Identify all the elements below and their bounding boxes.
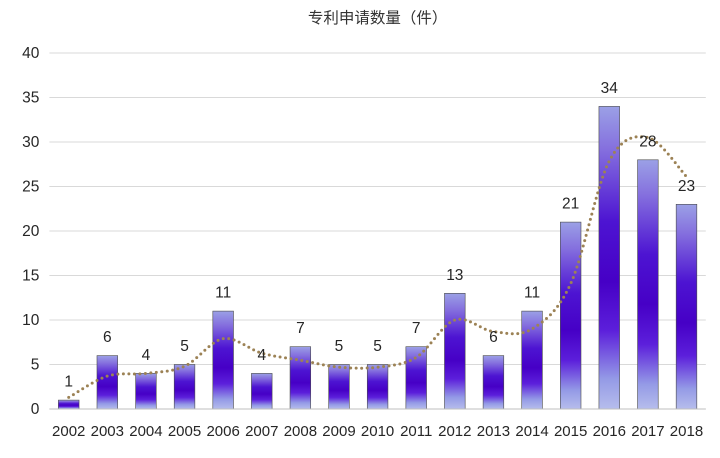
svg-text:2018: 2018 <box>670 423 703 440</box>
svg-text:6: 6 <box>489 329 498 346</box>
svg-text:2007: 2007 <box>245 423 278 440</box>
svg-text:2015: 2015 <box>554 423 587 440</box>
svg-text:2004: 2004 <box>129 423 162 440</box>
svg-text:4: 4 <box>257 347 266 364</box>
svg-text:28: 28 <box>639 133 656 150</box>
svg-text:6: 6 <box>103 329 112 346</box>
svg-text:23: 23 <box>678 178 695 195</box>
svg-text:40: 40 <box>22 45 40 62</box>
svg-text:2005: 2005 <box>168 423 201 440</box>
svg-text:21: 21 <box>562 196 579 213</box>
svg-text:11: 11 <box>524 285 540 302</box>
svg-text:34: 34 <box>601 80 619 97</box>
svg-text:2006: 2006 <box>206 423 239 440</box>
svg-text:2010: 2010 <box>361 423 394 440</box>
svg-text:35: 35 <box>22 90 39 107</box>
svg-text:5: 5 <box>31 357 40 374</box>
svg-text:10: 10 <box>22 312 40 329</box>
svg-text:2013: 2013 <box>477 423 510 440</box>
svg-text:0: 0 <box>31 401 40 418</box>
svg-text:2003: 2003 <box>91 423 124 440</box>
svg-text:2016: 2016 <box>593 423 626 440</box>
svg-text:11: 11 <box>215 285 231 302</box>
svg-text:7: 7 <box>296 320 305 337</box>
svg-text:2012: 2012 <box>438 423 471 440</box>
svg-text:25: 25 <box>22 179 39 196</box>
svg-text:2011: 2011 <box>400 423 432 440</box>
svg-text:2008: 2008 <box>284 423 317 440</box>
svg-text:2014: 2014 <box>515 423 548 440</box>
svg-text:专利申请数量（件）: 专利申请数量（件） <box>308 6 448 28</box>
svg-text:30: 30 <box>22 134 40 151</box>
svg-text:20: 20 <box>22 223 40 240</box>
svg-text:5: 5 <box>335 338 344 355</box>
svg-text:5: 5 <box>373 338 382 355</box>
svg-text:2009: 2009 <box>322 423 355 440</box>
svg-text:13: 13 <box>446 267 463 284</box>
svg-text:4: 4 <box>142 347 151 364</box>
svg-text:1: 1 <box>64 374 73 391</box>
svg-text:15: 15 <box>22 268 39 285</box>
svg-text:7: 7 <box>412 320 421 337</box>
svg-text:5: 5 <box>180 338 189 355</box>
svg-text:2017: 2017 <box>631 423 664 440</box>
svg-text:2002: 2002 <box>52 423 85 440</box>
